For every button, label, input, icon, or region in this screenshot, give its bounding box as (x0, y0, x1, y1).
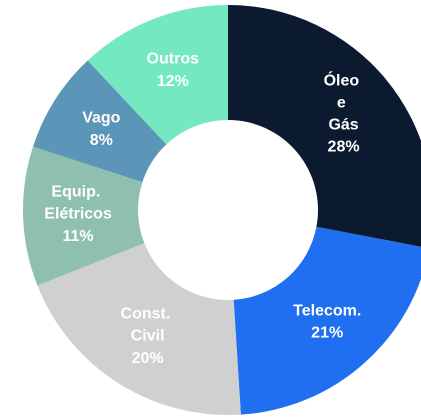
slice (233, 226, 421, 415)
label-line: Civil (131, 328, 165, 345)
label-line: Equip. (51, 184, 104, 201)
value-label: 12% (157, 73, 189, 90)
category-label: Óleo e Gás (324, 71, 364, 134)
value-label: 20% (132, 350, 164, 367)
category-label: Vago (82, 110, 120, 127)
slice (37, 243, 241, 415)
value-label: 21% (311, 325, 343, 342)
labels: Óleo e Gás 28% Telecom. 21% Const. Civil 20% E… (44, 51, 363, 367)
value-label: 28% (328, 139, 360, 156)
label-line: Vago (82, 110, 120, 127)
category-label: Outros (147, 51, 200, 68)
slice (87, 5, 228, 145)
label-line: Gás (328, 117, 358, 134)
slice (33, 60, 167, 183)
donut (22, 5, 421, 415)
category-label: Const. Civil (121, 306, 175, 345)
label-line: Óleo (324, 71, 364, 90)
category-label: Equip. Elétricos (44, 184, 112, 223)
category-label: Telecom. (293, 303, 361, 320)
slice (22, 146, 145, 286)
slice (228, 5, 421, 247)
value-label: 8% (90, 132, 113, 149)
label-line: Elétricos (44, 206, 112, 223)
label-line: Const. (121, 306, 175, 323)
label-line: e (337, 95, 350, 112)
value-label: 11% (63, 228, 94, 245)
label-line: Outros (147, 51, 200, 68)
label-line: Telecom. (293, 303, 361, 320)
